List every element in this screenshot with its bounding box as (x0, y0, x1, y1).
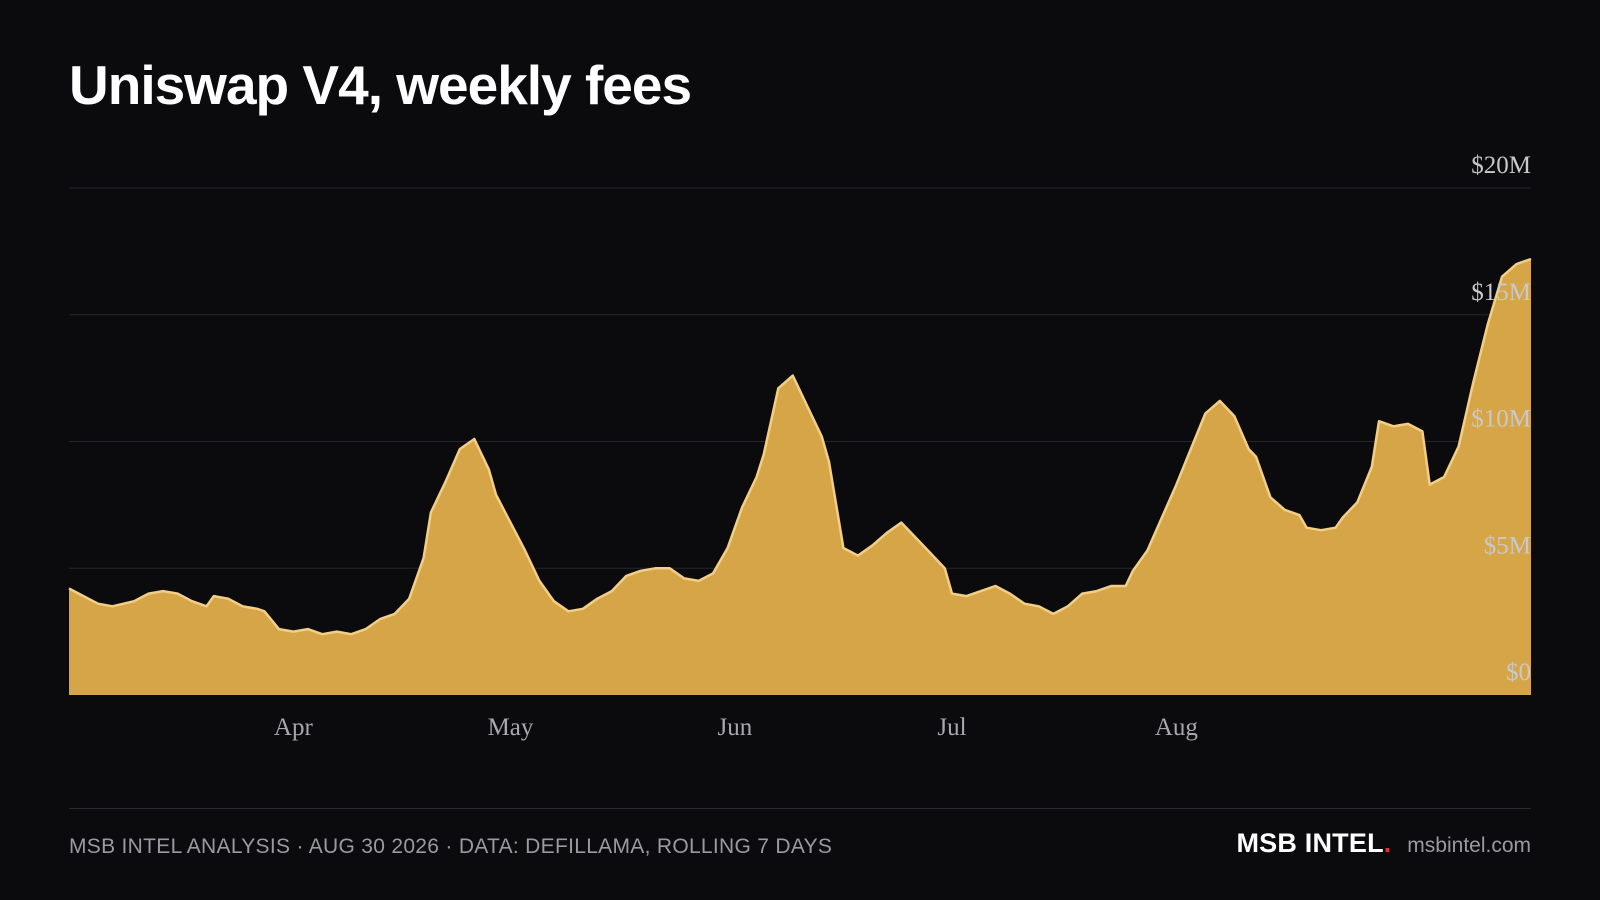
y-tick-label: $20M (1471, 152, 1531, 179)
footer-source: MSB INTEL ANALYSIS · AUG 30 2026 · DATA:… (69, 835, 833, 858)
footer-divider (69, 808, 1531, 809)
y-tick-label: $0 (1506, 659, 1531, 686)
y-tick-label: $5M (1484, 532, 1531, 559)
brand-logo-text: MSB INTEL (1236, 828, 1384, 858)
site-link[interactable]: msbintel.com (1407, 834, 1531, 857)
x-tick-label: May (488, 714, 534, 741)
x-tick-label: Jul (937, 714, 966, 741)
x-tick-label: Jun (717, 714, 752, 741)
fees-area (69, 259, 1531, 695)
y-tick-label: $10M (1471, 406, 1531, 433)
x-axis-ticks: Apr May Jun Jul Aug (274, 714, 1198, 741)
chart-title: Uniswap V4, weekly fees (69, 54, 692, 116)
area-chart: $0 $5M $10M $15M $20M Apr May Jun Jul Aug (68, 152, 1532, 741)
footer-branding: MSB INTEL. msbintel.com (1236, 828, 1531, 859)
fees-line (68, 257, 1532, 636)
y-axis-ticks: $0 $5M $10M $15M $20M (1471, 152, 1531, 686)
x-tick-label: Aug (1155, 714, 1199, 741)
y-tick-label: $15M (1471, 279, 1531, 306)
x-tick-label: Apr (274, 714, 314, 741)
brand-dot: . (1383, 828, 1392, 858)
